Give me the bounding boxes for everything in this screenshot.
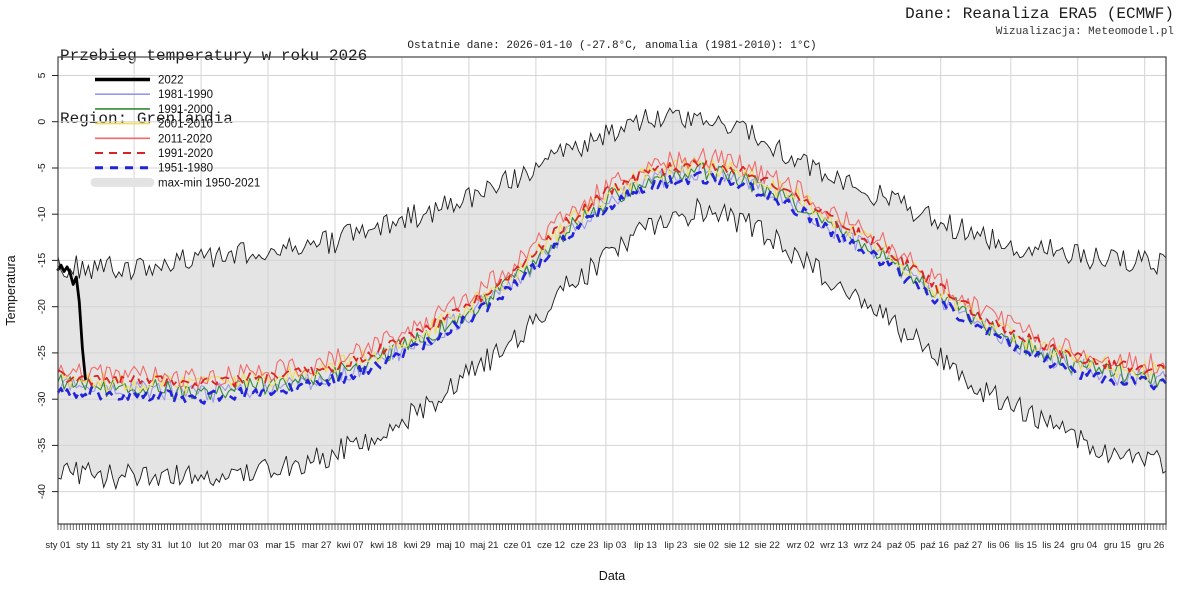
- x-tick-label: wrz 13: [819, 540, 848, 551]
- max-min-band: [58, 108, 1166, 489]
- y-tick-label: 5: [36, 72, 48, 78]
- x-tick-label: paź 27: [954, 540, 983, 551]
- x-tick-label: kwi 07: [337, 540, 364, 551]
- legend-item-2001-2010: 2001-2010: [95, 119, 213, 131]
- x-tick-label: sty 31: [137, 540, 162, 551]
- x-tick-label: lis 15: [1015, 540, 1037, 551]
- x-tick-label: sty 21: [106, 540, 131, 551]
- x-tick-label: lut 20: [199, 540, 222, 551]
- latest-data-subtitle: Ostatnie dane: 2026-01-10 (-27.8°C, anom…: [407, 40, 817, 52]
- x-tick-label: mar 27: [302, 540, 332, 551]
- gridlines: [58, 57, 1166, 524]
- x-tick-label: cze 01: [504, 540, 532, 551]
- legend-label: max-min 1950-2021: [158, 177, 260, 189]
- x-tick-label: mar 15: [265, 540, 295, 551]
- legend-label: 2022: [158, 75, 184, 87]
- legend-label: 1951-1980: [158, 163, 213, 175]
- x-tick-label: gru 04: [1070, 540, 1097, 551]
- legend-label: 1991-2000: [158, 104, 213, 116]
- x-tick-label: cze 12: [537, 540, 565, 551]
- y-tick-label: -5: [36, 163, 48, 172]
- x-tick-label: paź 05: [887, 540, 916, 551]
- y-tick-label: 0: [36, 119, 48, 125]
- x-tick-label: sty 01: [45, 540, 70, 551]
- y-axis: 5 0 -5 -10 -15 -20 -25 -30 -35 -40: [36, 72, 58, 499]
- y-tick-label: -15: [36, 253, 48, 268]
- x-tick-label: sie 12: [724, 540, 749, 551]
- page-title: Przebieg temperatury w roku 2026: [60, 47, 368, 65]
- x-tick-label: sie 02: [694, 540, 719, 551]
- x-tick-label: lut 10: [168, 540, 191, 551]
- x-tick-label: lip 03: [604, 540, 627, 551]
- x-tick-label: lip 23: [665, 540, 688, 551]
- band-max-line: [57, 107, 1167, 281]
- y-tick-label: -20: [36, 299, 48, 314]
- x-tick-label: lis 24: [1042, 540, 1064, 551]
- x-tick-label: gru 26: [1137, 540, 1164, 551]
- legend-label: 2001-2010: [158, 119, 213, 131]
- series-line-2022: [56, 263, 87, 381]
- legend-label: 2011-2020: [158, 133, 212, 145]
- legend-item-1981-1990: 1981-1990: [95, 89, 213, 101]
- x-axis-title: Data: [599, 569, 625, 583]
- legend-label: 1991-2020: [158, 148, 213, 160]
- data-source-label: Dane: Reanaliza ERA5 (ECMWF): [905, 5, 1174, 23]
- x-tick-label: wrz 02: [786, 540, 815, 551]
- x-tick-label: paź 16: [920, 540, 949, 551]
- header-source-block: Dane: Reanaliza ERA5 (ECMWF) Wizualizacj…: [905, 4, 1174, 40]
- y-tick-label: -35: [36, 438, 48, 453]
- x-tick-label: lis 06: [988, 540, 1010, 551]
- legend-item-1991-2000: 1991-2000: [95, 104, 213, 116]
- y-tick-label: -40: [36, 484, 48, 499]
- x-tick-label: gru 15: [1104, 540, 1131, 551]
- y-tick-label: -30: [36, 391, 48, 406]
- series-line-1951-1980: [56, 171, 1167, 405]
- x-tick-label: maj 21: [470, 540, 499, 551]
- x-tick-label: sty 11: [76, 540, 101, 551]
- legend-item-2011-2020: 2011-2020: [95, 133, 212, 145]
- x-axis: sty 01 sty 11 sty 21 sty 31 lut 10 lut 20 mar …: [45, 524, 1167, 551]
- legend-item-1991-2020: 1991-2020: [95, 148, 213, 160]
- series-line-1991-2020: [57, 159, 1167, 389]
- y-tick-label: -10: [36, 206, 48, 221]
- x-tick-label: lip 13: [634, 540, 657, 551]
- x-tick-label: wrz 24: [853, 540, 882, 551]
- x-tick-label: cze 23: [571, 540, 599, 551]
- x-tick-label: maj 10: [436, 540, 465, 551]
- legend-item-2022: 2022: [95, 75, 184, 87]
- legend-item-max-min 1950-2021: max-min 1950-2021: [90, 177, 260, 189]
- visualization-credit: Wizualizacja: Meteomodel.pl: [995, 26, 1174, 38]
- legend-item-1951-1980: 1951-1980: [95, 163, 213, 175]
- legend: 2022 1981-1990 1991-2000 2001-2010 2011-2020…: [90, 75, 260, 189]
- y-tick-label: -25: [36, 345, 48, 360]
- x-tick-label: mar 03: [229, 540, 259, 551]
- band-min-line: [57, 197, 1167, 491]
- x-tick-label: sie 22: [755, 540, 780, 551]
- x-tick-label: kwi 29: [404, 540, 431, 551]
- series-line-2011-2020: [57, 147, 1167, 389]
- legend-label: 1981-1990: [158, 89, 213, 101]
- x-tick-label: kwi 18: [370, 540, 397, 551]
- y-axis-title: Temperatura: [4, 255, 18, 325]
